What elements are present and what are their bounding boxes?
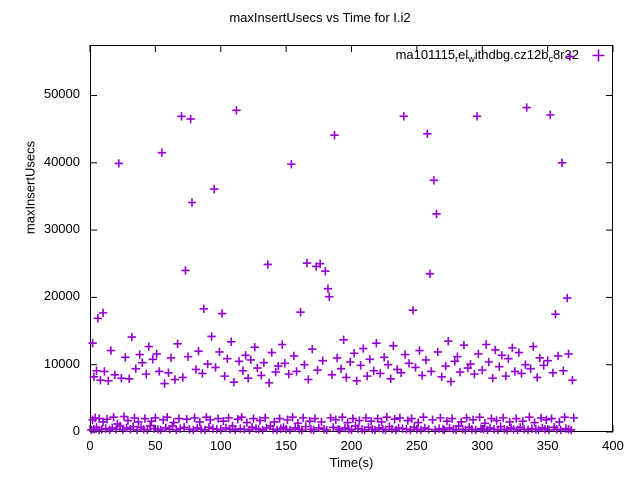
x-tick-label: 100	[209, 438, 232, 453]
y-tick-label: 40000	[43, 153, 80, 169]
x-tick-label: 50	[148, 438, 163, 453]
legend: ma101115relwithdbg.cz12bc8r32	[313, 45, 613, 67]
legend-marker-icon	[592, 49, 605, 62]
x-tick-label: 300	[471, 438, 494, 453]
legend-series-label: ma101115relwithdbg.cz12bc8r32	[395, 47, 579, 64]
y-axis-label: maxInsertUsecs	[22, 140, 38, 235]
y-tick-label: 50000	[43, 86, 80, 102]
page-title: maxInsertUsecs vs Time for I.i2	[229, 10, 411, 25]
x-tick-label: 350	[536, 438, 559, 453]
x-tick-label: 0	[86, 438, 94, 453]
y-tick-label: 20000	[43, 288, 80, 304]
y-tick-label: 0	[72, 423, 80, 438]
x-tick-label: 200	[340, 438, 363, 453]
x-tick-label: 400	[602, 438, 624, 453]
x-axis-label: Time(s)	[329, 455, 374, 470]
y-tick-label: 10000	[43, 355, 80, 371]
y-tick-label: 30000	[43, 221, 80, 237]
x-tick-label: 150	[275, 438, 297, 453]
plot-area	[90, 45, 613, 432]
x-tick-label: 250	[406, 438, 428, 453]
